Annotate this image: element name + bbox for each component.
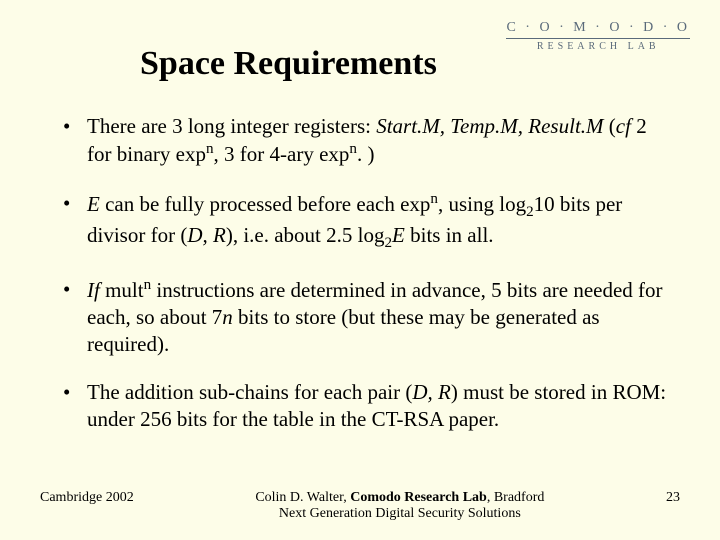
text: , using log [438, 192, 526, 216]
bullet-1: There are 3 long integer registers: Star… [55, 113, 670, 168]
subscript: 2 [526, 204, 534, 220]
subscript: 2 [384, 235, 392, 251]
logo: C · O · M · O · D · O RESEARCH LAB [506, 20, 690, 52]
text: under 256 bits for the table in the CT-R… [87, 407, 499, 431]
text-italic: cf [616, 114, 631, 138]
bullet-3: If multn instructions are determined in … [55, 276, 670, 358]
text-italic: If [87, 278, 100, 302]
text-italic: E [392, 223, 405, 247]
superscript: n [349, 141, 357, 157]
text: can be fully processed before each exp [100, 192, 431, 216]
text-italic: D, R [412, 380, 451, 404]
superscript: n [430, 191, 438, 207]
text-italic: E [87, 192, 100, 216]
bullet-4: The addition sub-chains for each pair (D… [55, 379, 670, 433]
text-italic: Start.M, Temp.M, Result.M [376, 114, 603, 138]
bullet-list: There are 3 long integer registers: Star… [0, 83, 720, 433]
text: The addition sub-chains for each pair ( [87, 380, 412, 404]
text: bits in all. [405, 223, 494, 247]
superscript: n [206, 141, 214, 157]
footer-tagline: Next Generation Digital Security Solutio… [279, 506, 521, 521]
footer-location: , Bradford [487, 490, 545, 505]
footer-lab: Comodo Research Lab [350, 490, 487, 505]
text: ) must be stored in ROM: [451, 380, 666, 404]
text: ( [604, 114, 616, 138]
text-italic: D, R [187, 223, 226, 247]
text: , 3 for 4-ary exp [214, 142, 350, 166]
bullet-2: E can be fully processed before each exp… [55, 190, 670, 254]
logo-bottom: RESEARCH LAB [506, 38, 690, 52]
text: There are 3 long integer registers: [87, 114, 376, 138]
text: . ) [357, 142, 375, 166]
text-italic: n [222, 305, 233, 329]
text: mult [100, 278, 144, 302]
footer: Cambridge 2002 Colin D. Walter, Comodo R… [0, 490, 720, 522]
footer-center: Colin D. Walter, Comodo Research Lab, Br… [134, 490, 666, 522]
footer-author: Colin D. Walter, [255, 490, 350, 505]
logo-top: C · O · M · O · D · O [506, 20, 690, 36]
text: ), i.e. about 2.5 log [226, 223, 385, 247]
footer-left: Cambridge 2002 [40, 490, 134, 506]
slide-number: 23 [666, 490, 680, 506]
